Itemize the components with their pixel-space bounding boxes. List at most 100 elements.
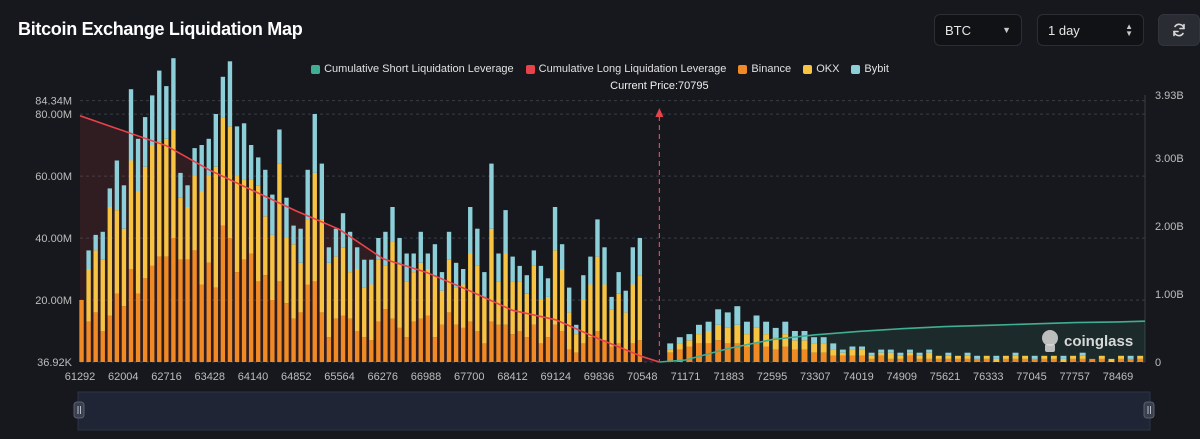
liquidation-bar <box>567 287 572 313</box>
legend-item[interactable]: OKX <box>803 63 839 75</box>
zoom-handle-right[interactable] <box>1143 401 1155 419</box>
refresh-icon <box>1173 23 1185 37</box>
liquidation-bar <box>616 272 621 294</box>
legend-item[interactable]: Cumulative Long Liquidation Leverage <box>525 63 726 75</box>
liquidation-bar <box>93 312 98 362</box>
liquidation-bar <box>227 61 233 127</box>
liquidation-bar <box>291 318 296 362</box>
liquidation-bar <box>524 275 529 294</box>
liquidation-bar <box>782 346 789 362</box>
liquidation-bar <box>552 324 558 362</box>
liquidation-bar <box>284 197 289 238</box>
liquidation-bar <box>150 95 155 145</box>
liquidation-bar <box>432 337 438 362</box>
liquidation-bar <box>220 76 226 118</box>
liquidation-bar <box>623 349 628 362</box>
liquidation-bar <box>1031 358 1038 362</box>
liquidation-bar <box>475 228 480 266</box>
liquidation-bar <box>616 343 621 362</box>
liquidation-bar <box>574 334 579 353</box>
liquidation-bar <box>623 290 628 313</box>
liquidation-bar <box>595 331 600 362</box>
liquidation-bar <box>150 145 155 266</box>
liquidation-bar <box>185 259 190 362</box>
liquidation-bar <box>667 352 674 362</box>
liquidation-bar <box>743 346 750 362</box>
time-range-select[interactable]: 1 day ▲ ▼ <box>1037 14 1144 46</box>
liquidation-bar <box>256 185 261 282</box>
liquidation-bar <box>439 272 445 291</box>
liquidation-bar <box>482 296 487 344</box>
liquidation-bar <box>397 327 402 362</box>
liquidation-bar <box>974 355 981 359</box>
liquidation-bar <box>241 179 247 260</box>
liquidation-bar <box>868 358 875 362</box>
liquidation-bar <box>724 312 731 328</box>
liquidation-bar <box>199 284 204 362</box>
short-leverage-area <box>659 321 1145 362</box>
liquidation-bar <box>277 281 282 362</box>
liquidation-bar <box>772 337 779 350</box>
x-tick-label: 66988 <box>411 371 442 383</box>
liquidation-bar <box>263 275 268 362</box>
liquidation-bar <box>489 163 494 229</box>
liquidation-bar <box>945 352 952 356</box>
liquidation-bar <box>475 265 480 331</box>
legend-item[interactable]: Binance <box>738 63 791 75</box>
liquidation-bar <box>199 145 204 192</box>
liquidation-bar <box>538 300 544 344</box>
x-tick-label: 76333 <box>973 371 1004 383</box>
liquidation-bar <box>319 219 325 313</box>
liquidation-bar <box>595 219 600 257</box>
liquidation-bar <box>468 253 473 322</box>
x-tick-label: 74909 <box>886 371 917 383</box>
up-down-chevron-icon: ▲ ▼ <box>1125 22 1133 38</box>
current-price-arrow <box>655 108 664 117</box>
liquidation-bar <box>830 343 837 350</box>
liquidation-bar <box>772 327 779 338</box>
liquidation-bar <box>376 238 381 260</box>
coin-select[interactable]: BTC ▼ <box>934 14 1022 46</box>
liquidation-bar <box>1060 355 1067 359</box>
liquidation-bar <box>369 284 374 341</box>
liquidation-bar <box>588 284 593 338</box>
liquidation-bar <box>333 318 339 362</box>
liquidation-bar <box>616 293 621 344</box>
liquidation-bar <box>227 238 233 362</box>
liquidation-bar <box>100 259 105 331</box>
liquidation-bar <box>705 343 712 362</box>
liquidation-bar <box>453 262 459 288</box>
liquidation-bar <box>517 265 522 282</box>
liquidation-bar <box>298 262 303 313</box>
legend-label: Cumulative Short Liquidation Leverage <box>324 63 514 75</box>
liquidation-bar <box>524 293 529 338</box>
liquidation-bar <box>753 343 760 362</box>
liquidation-bar <box>86 269 91 322</box>
liquidation-bar <box>907 355 913 362</box>
legend-item[interactable]: Bybit <box>851 63 889 75</box>
liquidation-bar <box>763 321 770 335</box>
liquidation-bar <box>623 312 628 350</box>
liquidation-bar <box>333 256 339 319</box>
liquidation-bar <box>100 331 105 362</box>
liquidation-bar <box>1012 355 1019 359</box>
liquidation-bar <box>234 272 240 362</box>
liquidation-bar <box>425 315 431 362</box>
liquidation-bar <box>199 191 204 285</box>
liquidation-bar <box>1050 358 1057 362</box>
liquidation-bar <box>135 191 141 294</box>
legend-item[interactable]: Cumulative Short Liquidation Leverage <box>311 63 514 75</box>
liquidation-bar <box>935 358 942 362</box>
liquidation-bar <box>270 234 275 300</box>
liquidation-bar <box>588 337 593 362</box>
liquidation-bar <box>284 238 289 304</box>
liquidation-bar <box>686 334 693 341</box>
liquidation-bar <box>305 219 310 285</box>
x-tick-label: 72595 <box>757 371 788 383</box>
liquidation-bar <box>411 253 416 273</box>
liquidation-bar <box>164 138 169 257</box>
zoom-handle-left[interactable] <box>73 401 85 419</box>
coinglass-logo-icon <box>1042 330 1058 352</box>
liquidation-bar <box>609 309 614 347</box>
liquidation-bar <box>362 287 367 338</box>
